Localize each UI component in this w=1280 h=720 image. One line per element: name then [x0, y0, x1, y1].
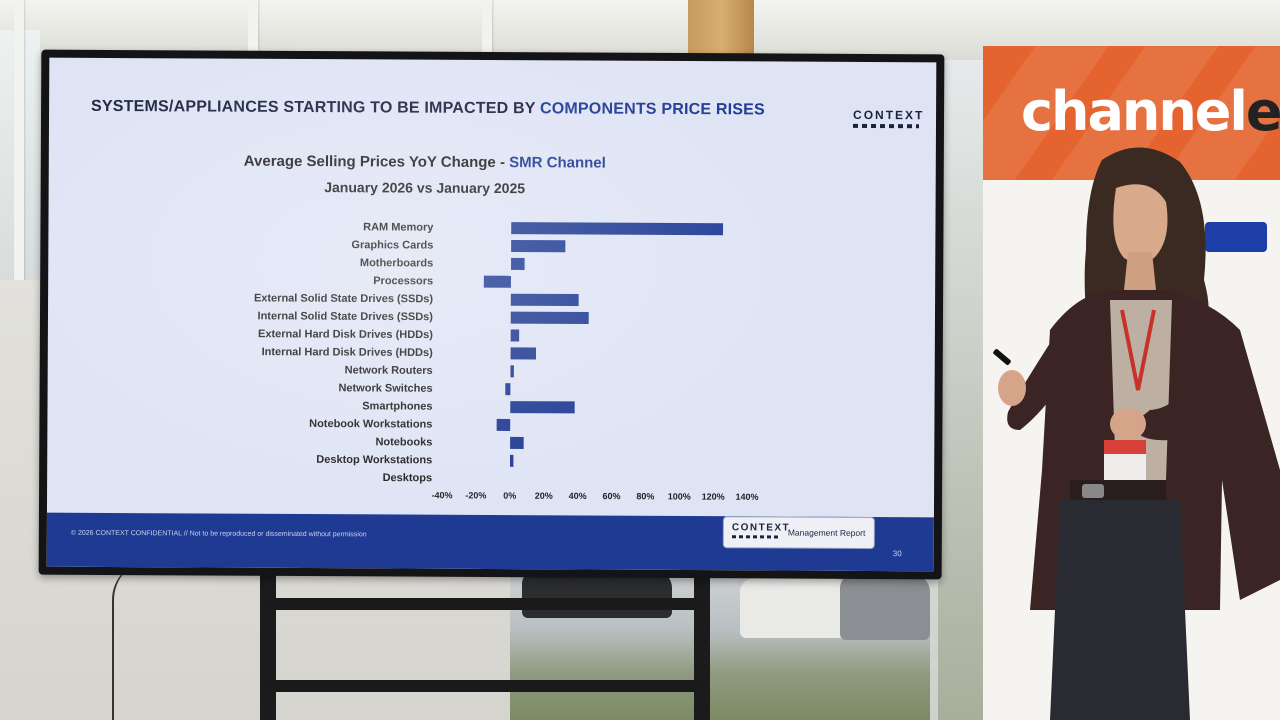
x-tick-label: 40% — [569, 491, 587, 501]
category-label: RAM Memory — [363, 221, 434, 233]
parked-car — [522, 570, 672, 618]
badge-logo: CONTEXT — [731, 522, 791, 534]
window-mullion — [248, 0, 258, 60]
stand-leg — [694, 560, 710, 720]
stand-bar — [262, 598, 707, 610]
category-label: Notebooks — [375, 436, 432, 448]
category-label: Internal Solid State Drives (SSDs) — [258, 310, 434, 323]
bar — [511, 240, 566, 253]
bar — [496, 418, 511, 431]
bar — [509, 454, 514, 467]
category-label: Desktop Workstations — [316, 454, 432, 467]
presenter-clicker — [993, 349, 1011, 365]
presenter-hand-left — [998, 370, 1026, 406]
bar — [483, 275, 511, 288]
x-tick-label: 140% — [736, 492, 759, 502]
presenter-face — [1113, 184, 1168, 263]
bar — [510, 365, 514, 378]
category-label: Notebook Workstations — [309, 418, 432, 431]
x-tick-label: 120% — [702, 492, 725, 502]
power-cable — [112, 560, 154, 720]
bar — [510, 311, 589, 325]
category-label: Network Switches — [338, 382, 432, 394]
presenter-badge-strip — [1104, 440, 1146, 454]
outside-view — [510, 570, 930, 720]
banner-blue-mark — [1205, 222, 1267, 252]
presenter-arm-right — [1130, 350, 1212, 441]
bar — [510, 293, 579, 307]
x-tick-label: 100% — [668, 491, 691, 501]
presenter-hand-right — [1110, 408, 1146, 440]
presenter-lanyard — [1120, 309, 1156, 391]
bar — [511, 257, 525, 270]
bar — [510, 329, 520, 342]
presenter-trousers — [1050, 500, 1190, 720]
x-tick-label: 20% — [535, 491, 553, 501]
right-window — [938, 60, 983, 720]
category-label: Internal Hard Disk Drives (HDDs) — [262, 346, 434, 359]
stand-bar — [262, 680, 707, 692]
bar — [505, 383, 511, 396]
category-label: Processors — [373, 275, 433, 287]
presentation-slide: SYSTEMS/APPLIANCES STARTING TO BE IMPACT… — [46, 57, 937, 572]
bar — [511, 222, 724, 236]
banner-header: channelexpo — [983, 46, 1280, 180]
bar — [510, 401, 575, 414]
bar — [510, 436, 524, 449]
x-tick-label: 60% — [602, 491, 620, 501]
presenter — [993, 147, 1280, 720]
banner-logo: channelexpo — [1021, 80, 1280, 143]
window-mullion — [482, 0, 492, 60]
parked-car — [840, 574, 930, 640]
category-label: Motherboards — [360, 257, 433, 269]
category-label: Desktops — [383, 472, 433, 484]
category-label: Network Routers — [345, 364, 433, 376]
footer-confidential: © 2026 CONTEXT CONFIDENTIAL // Not to be… — [70, 529, 367, 539]
x-tick-label: 80% — [636, 491, 654, 501]
stand-leg — [260, 560, 276, 720]
x-tick-label: -20% — [465, 490, 486, 500]
bar-chart: RAM Memory Graphics Cards Motherboards Proc… — [254, 221, 759, 502]
presenter-neck — [1124, 252, 1156, 290]
banner-logo-light: channel — [1021, 80, 1248, 143]
category-label: External Solid State Drives (SSDs) — [254, 292, 434, 305]
management-report-badge: CONTEXT Management Report — [722, 516, 875, 550]
parked-car — [740, 578, 850, 638]
category-label: Smartphones — [362, 400, 432, 412]
x-tick-label: -40% — [432, 490, 453, 500]
badge-logo-dots — [731, 535, 780, 539]
category-label: External Hard Disk Drives (HDDs) — [258, 328, 433, 341]
badge-text: Management Report — [787, 527, 866, 538]
tv-display: SYSTEMS/APPLIANCES STARTING TO BE IMPACT… — [38, 49, 945, 580]
presenter-arm-left — [1007, 340, 1070, 430]
category-label: Graphics Cards — [351, 239, 433, 251]
page-number: 30 — [892, 549, 902, 559]
presenter-belt-buckle — [1082, 484, 1104, 498]
bar — [510, 347, 537, 360]
banner-logo-dark: expo — [1245, 80, 1280, 143]
x-tick-label: 0% — [503, 491, 516, 501]
